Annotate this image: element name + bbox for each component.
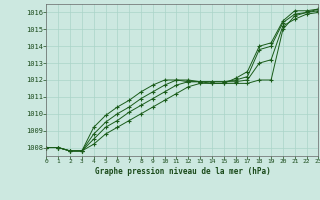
X-axis label: Graphe pression niveau de la mer (hPa): Graphe pression niveau de la mer (hPa) — [94, 167, 270, 176]
